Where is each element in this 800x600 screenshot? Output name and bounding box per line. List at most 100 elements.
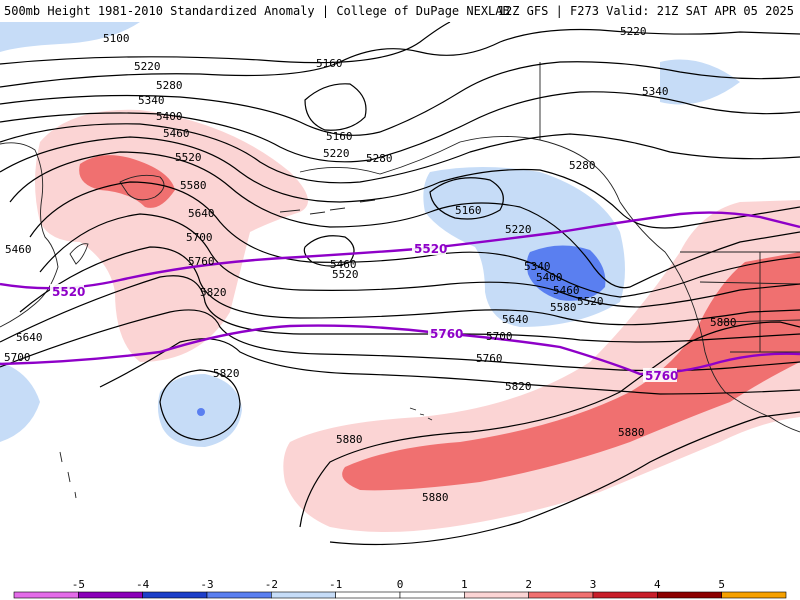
height-label: 5580 xyxy=(180,179,207,192)
height-label: 5160 xyxy=(316,57,343,70)
positive-anomaly-area xyxy=(700,225,800,262)
height-label: 5700 xyxy=(4,351,31,364)
height-contours xyxy=(0,22,800,546)
negative-anomaly-center xyxy=(197,408,205,416)
negative-anomaly-area xyxy=(0,362,40,442)
height-label: 5340 xyxy=(524,260,551,273)
colorbar-segment xyxy=(657,591,722,599)
contour-line xyxy=(329,411,800,546)
contour-line xyxy=(0,123,800,184)
anomaly-shading xyxy=(0,22,800,532)
height-label: 5820 xyxy=(505,380,532,393)
anomaly-colorbar: -5 -4 -3 -2 -1 0 1 2 3 4 5 xyxy=(0,577,800,600)
positive-anomaly-area-strong xyxy=(342,252,800,491)
colorbar-segment xyxy=(528,591,594,599)
negative-anomaly-area xyxy=(660,59,740,105)
contour-line xyxy=(0,28,800,88)
highlight-label: 5760 xyxy=(645,369,678,383)
height-label: 5460 xyxy=(5,243,32,256)
contour-line xyxy=(0,275,800,343)
positive-anomaly-area xyxy=(35,109,308,362)
height-label: 5880 xyxy=(336,433,363,446)
height-label: 5280 xyxy=(569,159,596,172)
map-canvas: 5100 5220 5280 5340 5400 5460 5520 5580 … xyxy=(0,22,800,546)
contour-line xyxy=(0,309,800,372)
colorbar-segment xyxy=(399,591,465,599)
colorbar-segment xyxy=(78,591,143,599)
height-label: 5520 xyxy=(175,151,202,164)
highlight-label: 5760 xyxy=(430,327,463,341)
colorbar-segment xyxy=(464,591,529,599)
model-run-info: 12Z GFS | F273 Valid: 21Z SAT APR 05 202… xyxy=(497,4,794,18)
colorbar-tick-label: 2 xyxy=(525,578,532,591)
height-label: 5520 xyxy=(577,295,604,308)
negative-anomaly-area-strong xyxy=(526,245,606,301)
colorbar-segment xyxy=(592,591,658,599)
highlight-label: 5520 xyxy=(414,242,447,256)
height-label: 5760 xyxy=(188,255,215,268)
height-label: 5700 xyxy=(186,231,213,244)
contour-line xyxy=(159,369,241,441)
hawaii-islands xyxy=(409,407,433,421)
height-label: 5280 xyxy=(366,152,393,165)
highlight-label: 5520 xyxy=(52,285,85,299)
height-label: 5640 xyxy=(502,313,529,326)
contour-line xyxy=(0,22,451,65)
anomaly-map[interactable]: 5100 5220 5280 5340 5400 5460 5520 5580 … xyxy=(0,22,800,577)
height-label: 5580 xyxy=(550,301,577,314)
colorbar-tick-label: -3 xyxy=(200,578,213,591)
height-label: 5640 xyxy=(16,331,43,344)
height-labels: 5100 5220 5280 5340 5400 5460 5520 5580 … xyxy=(4,25,737,504)
height-label: 5400 xyxy=(156,110,183,123)
height-label: 5220 xyxy=(134,60,161,73)
height-label: 5340 xyxy=(642,85,669,98)
colorbar-segments xyxy=(13,591,787,599)
colorbar-ticks-group: -5 -4 -3 -2 -1 0 1 2 3 4 5 xyxy=(72,578,725,591)
height-label: 5760 xyxy=(476,352,503,365)
contour-line xyxy=(99,338,800,395)
colorbar-segment xyxy=(721,591,787,599)
asia-coastline xyxy=(0,142,59,328)
colorbar-tick-label: 0 xyxy=(397,578,404,591)
height-label: 5880 xyxy=(710,316,737,329)
height-label: 5460 xyxy=(163,127,190,140)
height-label: 5520 xyxy=(332,268,359,281)
height-label: 5220 xyxy=(323,147,350,160)
colorbar-tick-label: -5 xyxy=(72,578,85,591)
height-label: 5820 xyxy=(200,286,227,299)
pacific-islands xyxy=(59,451,77,499)
us-borders xyxy=(680,251,800,353)
contour-line xyxy=(29,181,800,298)
colorbar-tick-label: -4 xyxy=(136,578,150,591)
height-label: 5700 xyxy=(486,330,513,343)
height-label: 5880 xyxy=(618,426,645,439)
contour-line xyxy=(429,177,504,220)
colorbar-canvas: -5 -4 -3 -2 -1 0 1 2 3 4 5 xyxy=(13,578,787,599)
contour-line xyxy=(0,136,800,229)
height-label: 5640 xyxy=(188,207,215,220)
height-label: 5280 xyxy=(156,79,183,92)
height-label: 5400 xyxy=(536,271,563,284)
positive-anomaly-area-strong xyxy=(79,155,175,208)
colorbar-tick-label: 3 xyxy=(590,578,597,591)
map-title: 500mb Height 1981-2010 Standardized Anom… xyxy=(4,4,510,18)
contour-line xyxy=(0,61,800,136)
colorbar-tick-label: 4 xyxy=(654,578,661,591)
height-label: 5100 xyxy=(103,32,130,45)
negative-anomaly-area xyxy=(0,22,140,52)
aleutian-islands xyxy=(279,199,376,215)
contour-line xyxy=(39,213,800,308)
colorbar-segment xyxy=(206,591,272,599)
height-label: 5220 xyxy=(620,25,647,38)
contour-line xyxy=(19,246,800,326)
height-label: 5460 xyxy=(330,258,357,271)
contour-line xyxy=(0,91,800,163)
contour-line xyxy=(299,321,800,528)
coastlines xyxy=(0,62,800,499)
colorbar-tick-label: -1 xyxy=(329,578,342,591)
height-label: 5820 xyxy=(213,367,240,380)
alaska-coastline xyxy=(299,136,621,203)
height-label: 5160 xyxy=(455,204,482,217)
height-label: 5160 xyxy=(326,130,353,143)
colorbar-tick-label: 1 xyxy=(461,578,468,591)
